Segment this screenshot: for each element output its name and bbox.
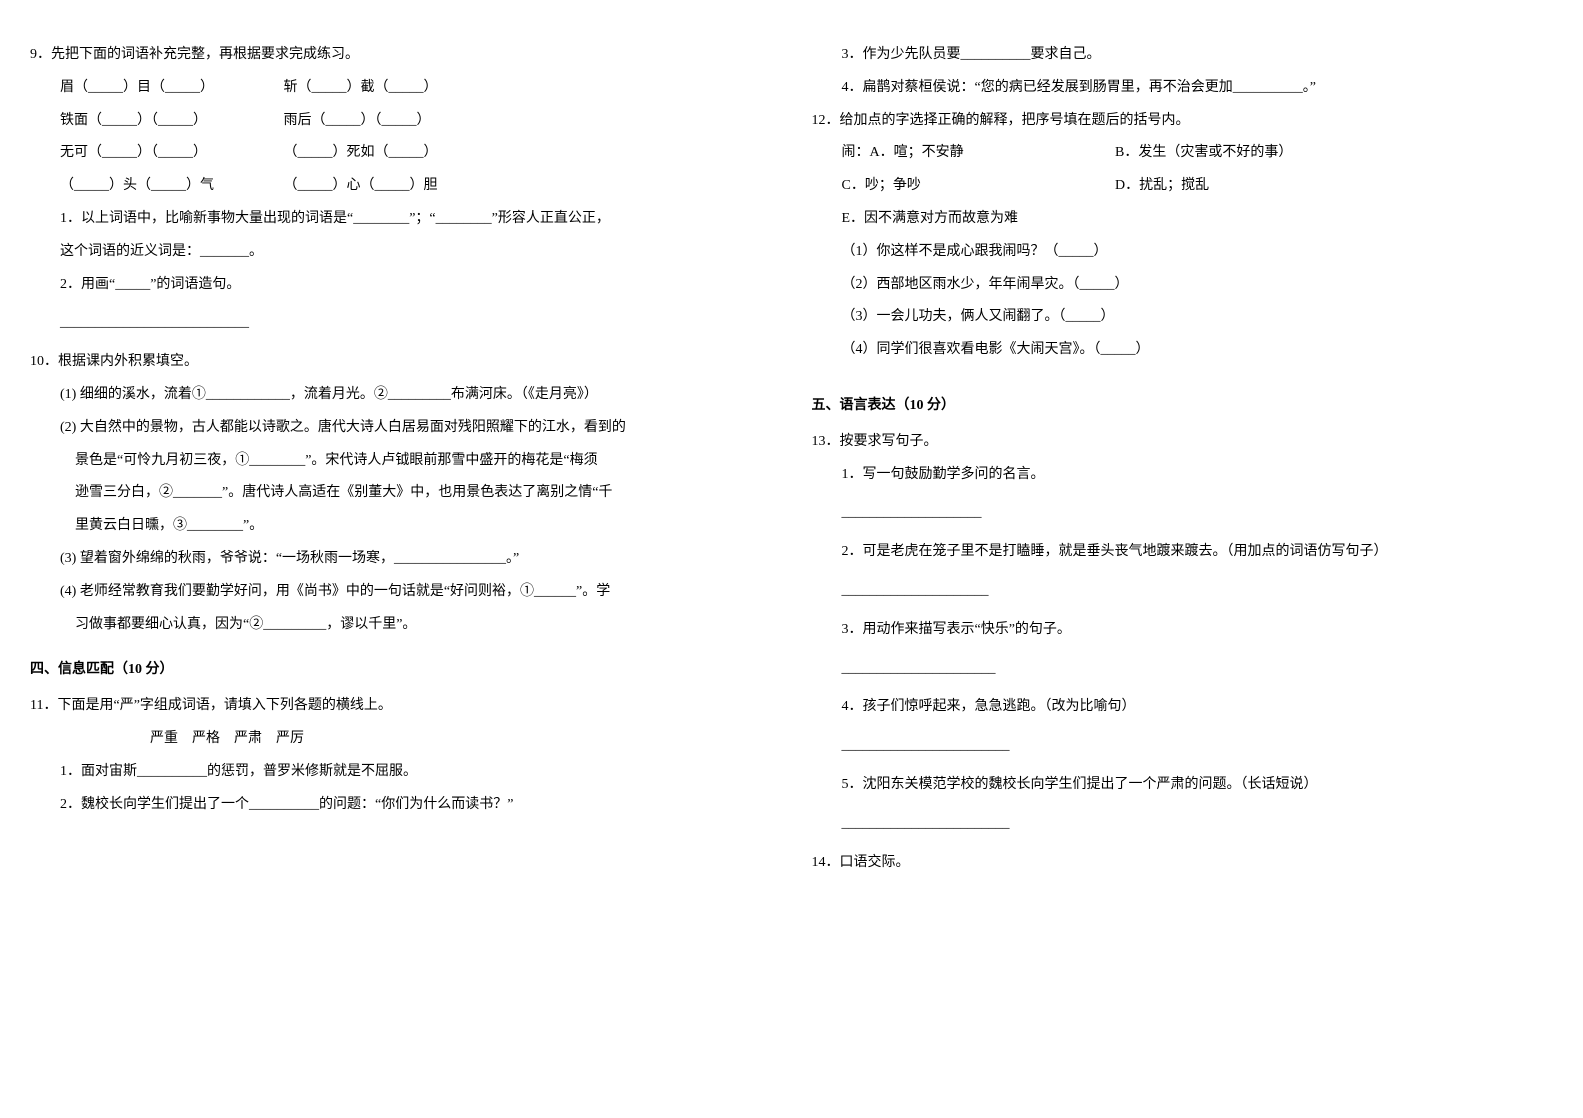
q13-title: 13．按要求写句子。 <box>812 427 1554 458</box>
q9-row2a: 铁面（_____）（_____） <box>60 106 280 137</box>
q13-line1: ____________________ <box>812 498 1554 529</box>
q13-line3: ______________________ <box>812 654 1554 685</box>
right-column: 3．作为少先队员要__________要求自己。 4．扁鹊对蔡桓侯说：“您的病已… <box>812 40 1554 880</box>
q10-p4a: (4) 老师经常教育我们要勤学好问，用《尚书》中的一句话就是“好问则裕，①___… <box>30 577 772 608</box>
left-column: 9．先把下面的词语补充完整，再根据要求完成练习。 眉（_____）目（_____… <box>30 40 772 880</box>
q9-row1a: 眉（_____）目（_____） <box>60 73 280 104</box>
q9-row3: 无可（_____）（_____） （_____）死如（_____） <box>30 138 772 169</box>
q13-s1: 1．写一句鼓励勤学多问的名言。 <box>812 460 1554 491</box>
q11-s3: 3．作为少先队员要__________要求自己。 <box>812 40 1554 71</box>
q10-p2a: (2) 大自然中的景物，古人都能以诗歌之。唐代大诗人白居易面对残阳照耀下的江水，… <box>30 413 772 444</box>
q12-optA: 闹：A．喧；不安静 <box>842 138 1112 169</box>
q11-s1: 1．面对宙斯__________的惩罚，普罗米修斯就是不屈服。 <box>30 757 772 788</box>
q9-row1b: 斩（_____）截（_____） <box>284 80 438 95</box>
q12-s1: （1）你这样不是成心跟我闹吗？（_____） <box>812 237 1554 268</box>
q12-optB: B．发生（灾害或不好的事） <box>1115 145 1292 160</box>
q12-optC: C．吵；争吵 <box>842 171 1112 202</box>
q12-title: 12．给加点的字选择正确的解释，把序号填在题后的括号内。 <box>812 106 1554 137</box>
q13-s2: 2．可是老虎在笼子里不是打瞌睡，就是垂头丧气地踱来踱去。（用加点的词语仿写句子） <box>812 537 1554 568</box>
q12-optD: D．扰乱；搅乱 <box>1115 178 1209 193</box>
q12-optAB: 闹：A．喧；不安静 B．发生（灾害或不好的事） <box>812 138 1554 169</box>
q12-optE: E．因不满意对方而故意为难 <box>812 204 1554 235</box>
q12-optCD: C．吵；争吵 D．扰乱；搅乱 <box>812 171 1554 202</box>
q10-p2b: 景色是“可怜九月初三夜，①________”。宋代诗人卢钺眼前那雪中盛开的梅花是… <box>30 446 772 477</box>
q9-row4: （_____）头（_____）气 （_____）心（_____）胆 <box>30 171 772 202</box>
q10-p2c: 逊雪三分白，②_______”。唐代诗人高适在《别董大》中，也用景色表达了离别之… <box>30 478 772 509</box>
q10-p3: (3) 望着窗外绵绵的秋雨，爷爷说：“一场秋雨一场寒，_____________… <box>30 544 772 575</box>
q13-s4: 4．孩子们惊呼起来，急急逃跑。（改为比喻句） <box>812 692 1554 723</box>
q11-words: 严重 严格 严肃 严厉 <box>30 724 772 755</box>
q14-title: 14．口语交际。 <box>812 848 1554 879</box>
q10-title: 10．根据课内外积累填空。 <box>30 347 772 378</box>
q13-s3: 3．用动作来描写表示“快乐”的句子。 <box>812 615 1554 646</box>
q12-s2: （2）西部地区雨水少，年年闹旱灾。（_____） <box>812 270 1554 301</box>
q10-p2d: 里黄云白日曛，③________”。 <box>30 511 772 542</box>
q11-s2: 2．魏校长向学生们提出了一个__________的问题：“你们为什么而读书？” <box>30 790 772 821</box>
q9-title: 9．先把下面的词语补充完整，再根据要求完成练习。 <box>30 40 772 71</box>
q13-line2: _____________________ <box>812 576 1554 607</box>
q9-row2: 铁面（_____）（_____） 雨后（_____）（_____） <box>30 106 772 137</box>
q9-sub1a: 1．以上词语中，比喻新事物大量出现的词语是“________”；“_______… <box>30 204 772 235</box>
q13-line4: ________________________ <box>812 731 1554 762</box>
q9-row2b: 雨后（_____）（_____） <box>284 113 431 128</box>
section4-title: 四、信息匹配（10 分） <box>30 655 772 686</box>
q11-s4: 4．扁鹊对蔡桓侯说：“您的病已经发展到肠胃里，再不治会更加__________。… <box>812 73 1554 104</box>
q9-row4a: （_____）头（_____）气 <box>60 171 280 202</box>
q10-p4b: 习做事都要细心认真，因为“②_________，谬以千里”。 <box>30 610 772 641</box>
q9-sub2-line: ___________________________ <box>30 308 772 339</box>
q9-row3a: 无可（_____）（_____） <box>60 138 280 169</box>
q9-row1: 眉（_____）目（_____） 斩（_____）截（_____） <box>30 73 772 104</box>
q12-s4: （4）同学们很喜欢看电影《大闹天宫》。（_____） <box>812 335 1554 366</box>
q9-sub1b: 这个词语的近义词是：_______。 <box>30 237 772 268</box>
q13-s5: 5．沈阳东关模范学校的魏校长向学生们提出了一个严肃的问题。（长话短说） <box>812 770 1554 801</box>
q13-line5: ________________________ <box>812 809 1554 840</box>
q9-sub2: 2．用画“_____”的词语造句。 <box>30 270 772 301</box>
q9-row3b: （_____）死如（_____） <box>284 145 438 160</box>
section5-title: 五、语言表达（10 分） <box>812 391 1554 422</box>
q11-title: 11．下面是用“严”字组成词语，请填入下列各题的横线上。 <box>30 691 772 722</box>
q12-s3: （3）一会儿功夫，俩人又闹翻了。（_____） <box>812 302 1554 333</box>
q10-p1: (1) 细细的溪水，流着①____________，流着月光。②________… <box>30 380 772 411</box>
q9-row4b: （_____）心（_____）胆 <box>284 178 438 193</box>
